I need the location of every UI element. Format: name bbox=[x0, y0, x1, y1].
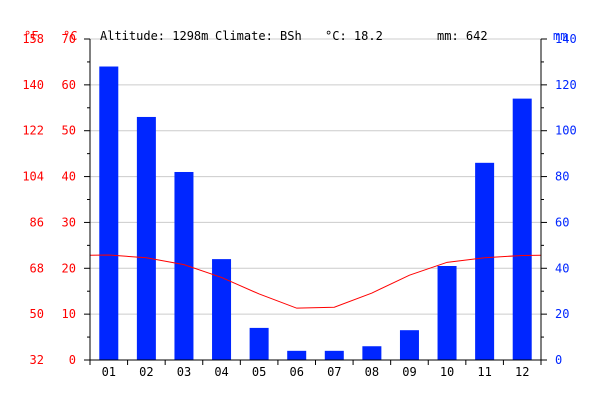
precip-bar-07 bbox=[324, 350, 344, 360]
fahrenheit-tick-label: 50 bbox=[30, 307, 44, 321]
temperature-line bbox=[89, 254, 542, 309]
precip-bar-09 bbox=[399, 330, 419, 360]
month-label-11: 11 bbox=[477, 365, 491, 379]
axes bbox=[84, 38, 547, 365]
tick-labels: 0102030405060703250688610412214015802040… bbox=[22, 32, 576, 379]
precip-bar-06 bbox=[287, 350, 307, 360]
celsius-tick-label: 20 bbox=[62, 261, 76, 275]
precipitation-bars bbox=[99, 66, 532, 360]
fahrenheit-tick-label: 140 bbox=[22, 78, 44, 92]
precip-bar-08 bbox=[362, 346, 382, 360]
celsius-tick-label: 30 bbox=[62, 215, 76, 229]
fahrenheit-tick-label: 104 bbox=[22, 170, 44, 184]
celsius-tick-label: 10 bbox=[62, 307, 76, 321]
mm-tick-label: 140 bbox=[555, 32, 577, 46]
altitude-text: Altitude: 1298m bbox=[100, 29, 208, 43]
precip-bar-02 bbox=[136, 116, 156, 360]
celsius-tick-label: 60 bbox=[62, 78, 76, 92]
mm-tick-label: 60 bbox=[555, 215, 569, 229]
climate-text: Climate: BSh bbox=[215, 29, 302, 43]
fahrenheit-tick-label: 158 bbox=[22, 32, 44, 46]
month-label-02: 02 bbox=[139, 365, 153, 379]
celsius-tick-label: 40 bbox=[62, 170, 76, 184]
precip-bar-04 bbox=[212, 259, 232, 360]
mm-tick-label: 100 bbox=[555, 124, 577, 138]
month-label-04: 04 bbox=[214, 365, 228, 379]
fahrenheit-unit-label: °F bbox=[24, 29, 38, 43]
precip-bar-12 bbox=[512, 98, 532, 360]
precip-bar-11 bbox=[475, 162, 495, 360]
fahrenheit-tick-label: 32 bbox=[30, 353, 44, 367]
month-label-10: 10 bbox=[440, 365, 454, 379]
temperature-line-group bbox=[89, 254, 542, 309]
celsius-tick-label: 0 bbox=[69, 353, 76, 367]
month-label-07: 07 bbox=[327, 365, 341, 379]
mm-tick-label: 40 bbox=[555, 261, 569, 275]
mm-unit-label: mm bbox=[553, 29, 567, 43]
mm-tick-label: 120 bbox=[555, 78, 577, 92]
month-label-08: 08 bbox=[365, 365, 379, 379]
month-label-01: 01 bbox=[102, 365, 116, 379]
mm-tick-label: 0 bbox=[555, 353, 562, 367]
fahrenheit-tick-label: 122 bbox=[22, 124, 44, 138]
month-label-06: 06 bbox=[289, 365, 303, 379]
celsius-unit-label: °C bbox=[63, 29, 77, 43]
grid-lines bbox=[90, 38, 541, 315]
celsius-tick-label: 50 bbox=[62, 124, 76, 138]
annual-precip-text: mm: 642 bbox=[437, 29, 488, 43]
month-label-12: 12 bbox=[515, 365, 529, 379]
mm-tick-label: 80 bbox=[555, 170, 569, 184]
mean-temp-text: °C: 18.2 bbox=[325, 29, 383, 43]
precip-bar-10 bbox=[437, 265, 457, 360]
precip-bar-01 bbox=[99, 66, 119, 360]
precip-bar-05 bbox=[249, 327, 269, 360]
celsius-tick-label: 70 bbox=[62, 32, 76, 46]
precip-bar-03 bbox=[174, 171, 194, 360]
month-label-03: 03 bbox=[177, 365, 191, 379]
fahrenheit-tick-label: 86 bbox=[30, 215, 44, 229]
fahrenheit-tick-label: 68 bbox=[30, 261, 44, 275]
month-label-09: 09 bbox=[402, 365, 416, 379]
month-label-05: 05 bbox=[252, 365, 266, 379]
mm-tick-label: 20 bbox=[555, 307, 569, 321]
